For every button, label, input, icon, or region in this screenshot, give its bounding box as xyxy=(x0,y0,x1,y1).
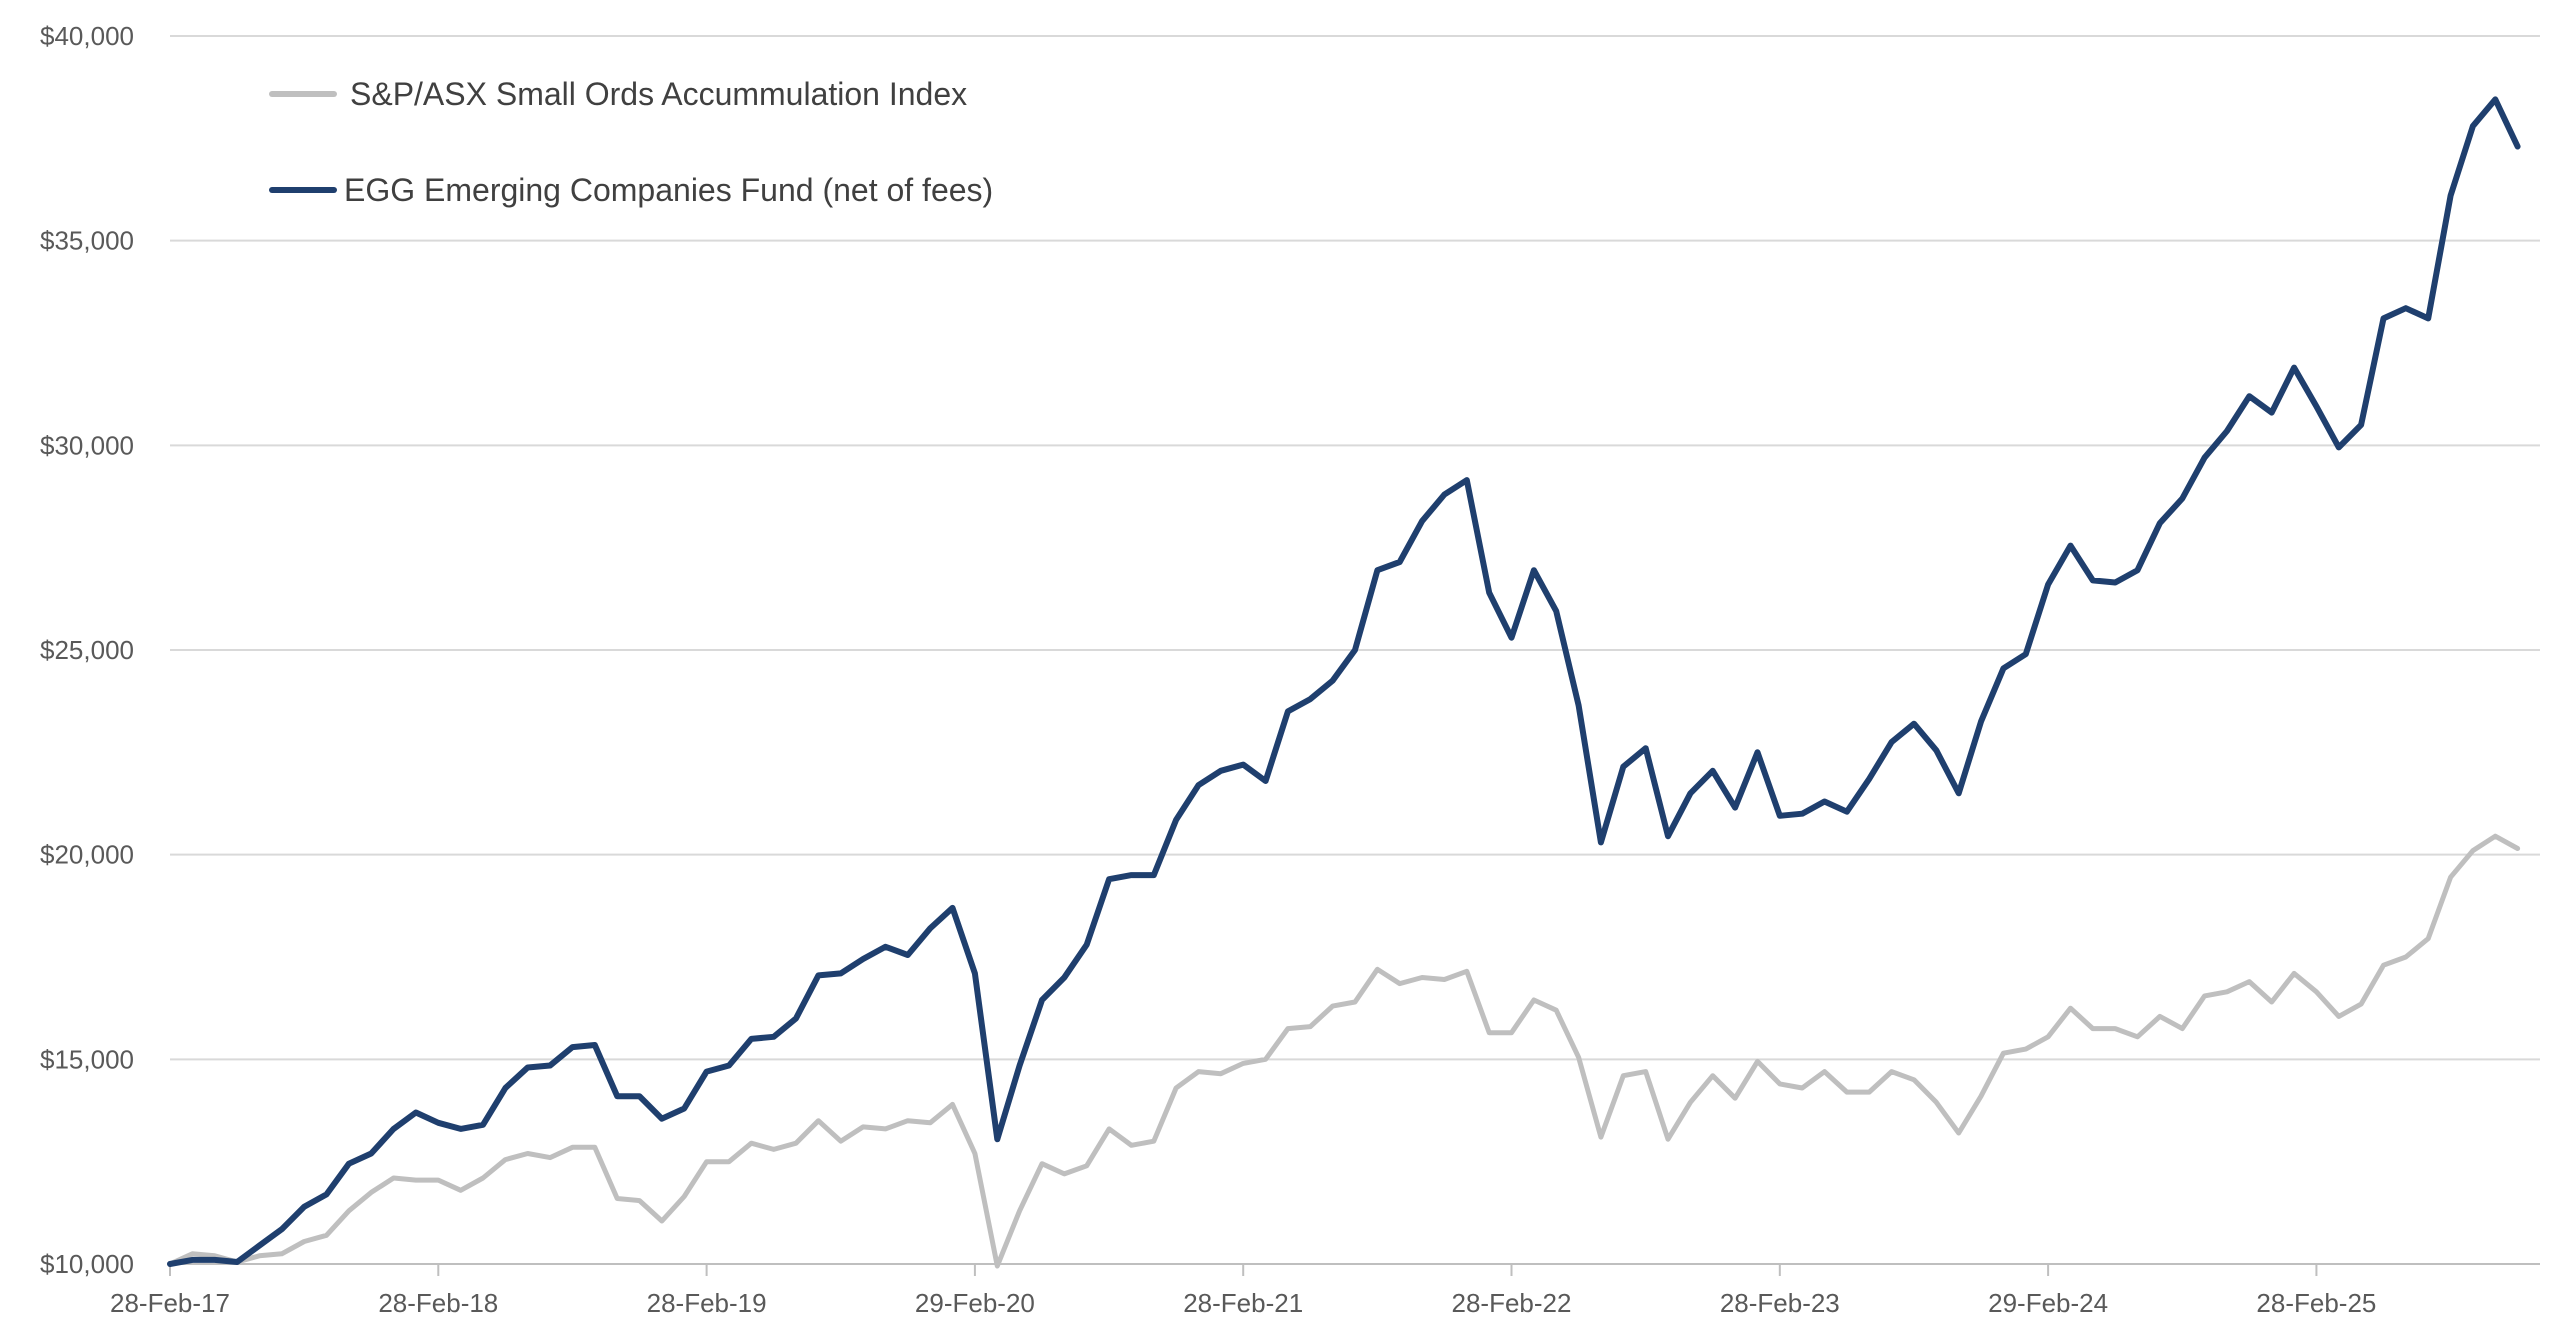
series-line-small-ords-index xyxy=(167,833,2521,1269)
series-lines xyxy=(167,96,2521,1269)
x-tick-label: 28-Feb-18 xyxy=(378,1288,498,1318)
y-tick-label: $30,000 xyxy=(40,430,134,460)
x-axis-tick-labels: 28-Feb-17 28-Feb-18 28-Feb-19 29-Feb-20 28-F… xyxy=(110,1288,2376,1318)
x-tick-label: 28-Feb-22 xyxy=(1452,1288,1572,1318)
x-tick-label: 29-Feb-20 xyxy=(915,1288,1035,1318)
legend-label: EGG Emerging Companies Fund (net of fees… xyxy=(344,172,993,208)
y-tick-label: $35,000 xyxy=(40,226,134,256)
legend-label: S&P/ASX Small Ords Accummulation Index xyxy=(350,76,967,112)
y-tick-label: $25,000 xyxy=(40,635,134,665)
legend: S&P/ASX Small Ords Accummulation Index EG… xyxy=(269,76,993,208)
y-tick-label: $20,000 xyxy=(40,840,134,870)
y-tick-label: $40,000 xyxy=(40,21,134,51)
x-tick-label: 28-Feb-23 xyxy=(1720,1288,1840,1318)
x-tick-label: 29-Feb-24 xyxy=(1988,1288,2108,1318)
y-tick-label: $15,000 xyxy=(40,1044,134,1074)
x-tick-label: 28-Feb-21 xyxy=(1183,1288,1303,1318)
x-tick-label: 28-Feb-25 xyxy=(2256,1288,2376,1318)
x-tick-label: 28-Feb-19 xyxy=(647,1288,767,1318)
y-tick-label: $10,000 xyxy=(40,1249,134,1279)
x-tick-label: 28-Feb-17 xyxy=(110,1288,230,1318)
series-line-egg-fund xyxy=(167,96,2521,1267)
y-axis-tick-labels: $10,000 $15,000 $20,000 $25,000 $30,000 $35,0… xyxy=(40,21,134,1279)
x-axis xyxy=(169,1263,2540,1276)
